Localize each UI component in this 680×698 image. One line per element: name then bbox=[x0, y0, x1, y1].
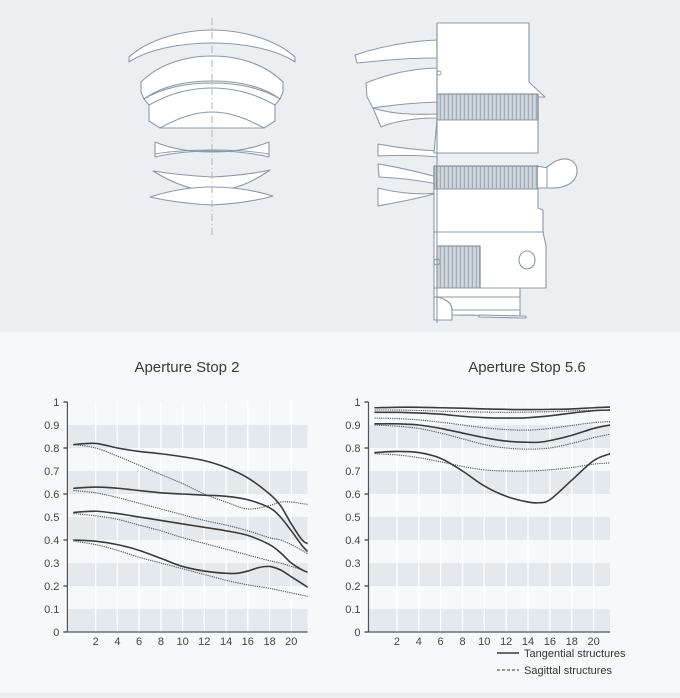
svg-text:0.6: 0.6 bbox=[44, 489, 59, 501]
svg-text:10: 10 bbox=[176, 636, 188, 648]
svg-text:4: 4 bbox=[416, 636, 422, 648]
svg-text:0.9: 0.9 bbox=[44, 420, 59, 432]
svg-text:0.7: 0.7 bbox=[44, 466, 59, 478]
svg-text:0: 0 bbox=[53, 627, 59, 639]
svg-text:Sagittal structures: Sagittal structures bbox=[524, 665, 613, 677]
svg-text:0: 0 bbox=[354, 627, 360, 639]
svg-text:12: 12 bbox=[500, 636, 512, 648]
svg-text:0.8: 0.8 bbox=[44, 443, 59, 455]
svg-text:14: 14 bbox=[522, 636, 534, 648]
svg-text:16: 16 bbox=[242, 636, 254, 648]
svg-text:10: 10 bbox=[478, 636, 490, 648]
svg-text:20: 20 bbox=[587, 636, 599, 648]
svg-text:20: 20 bbox=[285, 636, 297, 648]
svg-text:2: 2 bbox=[394, 636, 400, 648]
svg-text:0.2: 0.2 bbox=[345, 581, 360, 593]
svg-text:6: 6 bbox=[438, 636, 444, 648]
svg-text:18: 18 bbox=[263, 636, 275, 648]
svg-text:0.6: 0.6 bbox=[345, 489, 360, 501]
svg-text:0.3: 0.3 bbox=[44, 558, 59, 570]
svg-text:0.9: 0.9 bbox=[345, 420, 360, 432]
svg-text:6: 6 bbox=[136, 636, 142, 648]
svg-text:4: 4 bbox=[114, 636, 120, 648]
svg-text:0.7: 0.7 bbox=[345, 466, 360, 478]
svg-text:18: 18 bbox=[566, 636, 578, 648]
svg-text:Aperture Stop 5.6: Aperture Stop 5.6 bbox=[468, 359, 586, 376]
svg-text:8: 8 bbox=[158, 636, 164, 648]
svg-text:0.5: 0.5 bbox=[345, 512, 360, 524]
svg-text:0.2: 0.2 bbox=[44, 581, 59, 593]
svg-text:2: 2 bbox=[93, 636, 99, 648]
svg-text:12: 12 bbox=[198, 636, 210, 648]
svg-text:Aperture Stop 2: Aperture Stop 2 bbox=[134, 359, 239, 376]
svg-text:0.3: 0.3 bbox=[345, 558, 360, 570]
svg-text:16: 16 bbox=[544, 636, 556, 648]
svg-text:0.4: 0.4 bbox=[44, 535, 59, 547]
svg-text:0.4: 0.4 bbox=[345, 535, 360, 547]
svg-text:1: 1 bbox=[354, 397, 360, 409]
svg-text:1: 1 bbox=[53, 397, 59, 409]
svg-text:8: 8 bbox=[459, 636, 465, 648]
svg-text:0.5: 0.5 bbox=[44, 512, 59, 524]
svg-text:14: 14 bbox=[220, 636, 232, 648]
svg-text:0.8: 0.8 bbox=[345, 443, 360, 455]
svg-text:Tangential structures: Tangential structures bbox=[524, 648, 626, 660]
svg-text:0.1: 0.1 bbox=[345, 604, 360, 616]
svg-text:0.1: 0.1 bbox=[44, 604, 59, 616]
